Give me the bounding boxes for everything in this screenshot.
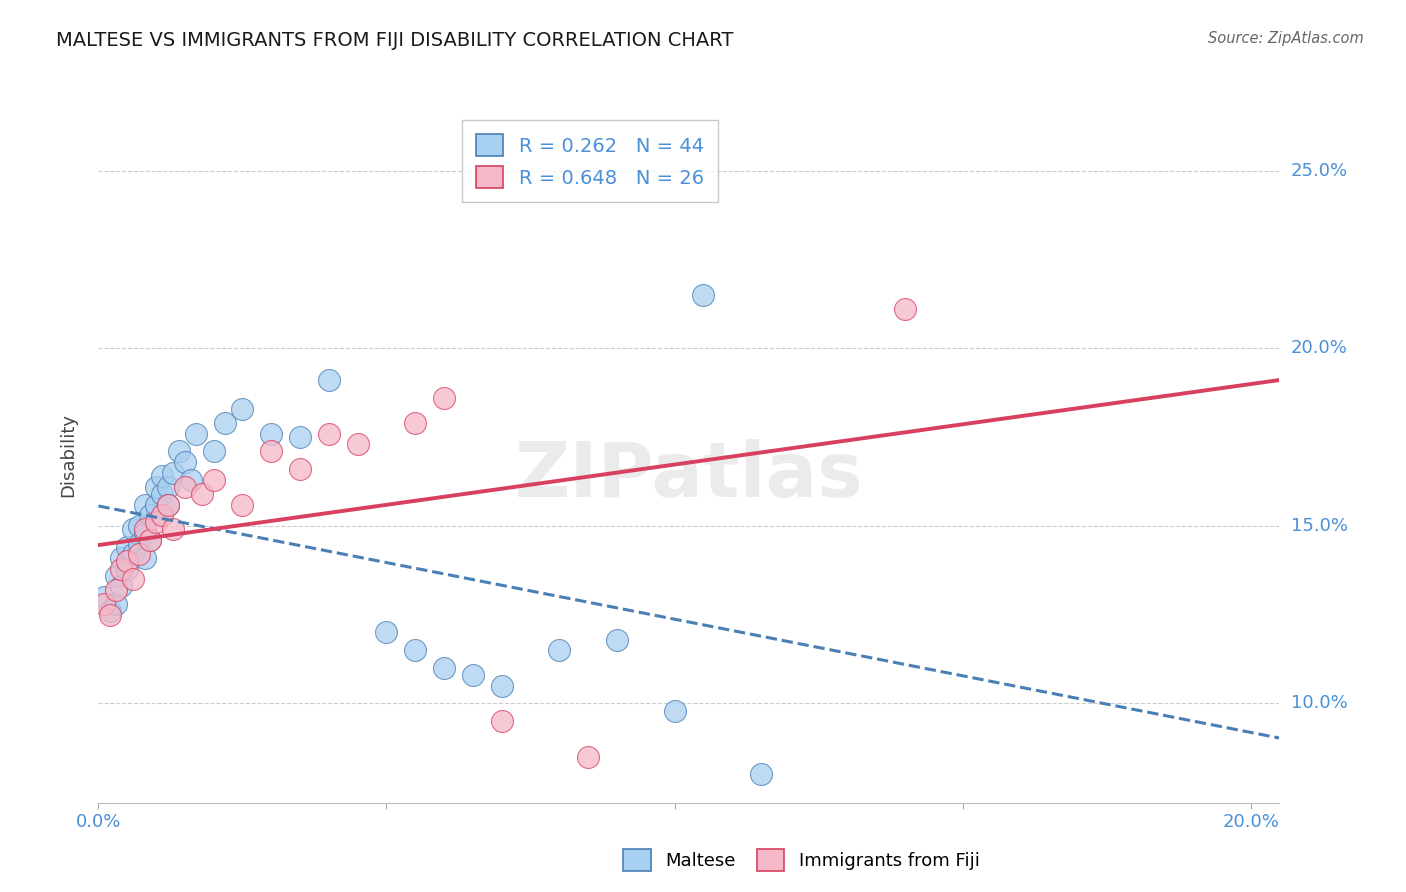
Point	[461, 668, 484, 682]
Point	[173, 455, 195, 469]
Point	[122, 523, 145, 537]
Point	[145, 516, 167, 530]
Point	[156, 498, 179, 512]
Point	[110, 579, 132, 593]
Point	[139, 533, 162, 548]
Point	[191, 487, 214, 501]
Point	[115, 561, 138, 575]
Point	[346, 437, 368, 451]
Point	[749, 767, 772, 781]
Text: 15.0%: 15.0%	[1291, 517, 1347, 535]
Point	[548, 643, 571, 657]
Point	[104, 597, 127, 611]
Point	[491, 714, 513, 728]
Point	[162, 523, 184, 537]
Point	[134, 550, 156, 565]
Point	[156, 498, 179, 512]
Point	[128, 519, 150, 533]
Y-axis label: Disability: Disability	[59, 413, 77, 497]
Point	[122, 547, 145, 561]
Point	[110, 561, 132, 575]
Point	[202, 444, 225, 458]
Point	[288, 462, 311, 476]
Point	[115, 540, 138, 554]
Point	[156, 480, 179, 494]
Point	[576, 749, 599, 764]
Point	[128, 547, 150, 561]
Point	[139, 508, 162, 523]
Point	[145, 480, 167, 494]
Point	[692, 288, 714, 302]
Point	[162, 466, 184, 480]
Point	[98, 604, 121, 618]
Point	[894, 302, 917, 317]
Point	[93, 590, 115, 604]
Point	[606, 632, 628, 647]
Point	[150, 469, 173, 483]
Point	[104, 568, 127, 582]
Point	[134, 526, 156, 541]
Point	[134, 498, 156, 512]
Point	[231, 498, 253, 512]
Point	[150, 508, 173, 523]
Text: MALTESE VS IMMIGRANTS FROM FIJI DISABILITY CORRELATION CHART: MALTESE VS IMMIGRANTS FROM FIJI DISABILI…	[56, 31, 734, 50]
Point	[404, 416, 426, 430]
Point	[231, 401, 253, 416]
Point	[93, 597, 115, 611]
Point	[110, 550, 132, 565]
Point	[180, 473, 202, 487]
Legend: Maltese, Immigrants from Fiji: Maltese, Immigrants from Fiji	[616, 842, 987, 879]
Point	[214, 416, 236, 430]
Point	[150, 487, 173, 501]
Text: 25.0%: 25.0%	[1291, 162, 1348, 180]
Point	[260, 444, 283, 458]
Point	[115, 554, 138, 568]
Text: Source: ZipAtlas.com: Source: ZipAtlas.com	[1208, 31, 1364, 46]
Point	[145, 498, 167, 512]
Point	[202, 473, 225, 487]
Point	[433, 661, 456, 675]
Point	[318, 426, 340, 441]
Point	[404, 643, 426, 657]
Point	[173, 480, 195, 494]
Point	[139, 533, 162, 548]
Point	[98, 607, 121, 622]
Text: 20.0%: 20.0%	[1291, 340, 1347, 358]
Point	[104, 582, 127, 597]
Point	[122, 572, 145, 586]
Point	[128, 536, 150, 550]
Point	[186, 426, 208, 441]
Text: 10.0%: 10.0%	[1291, 694, 1347, 713]
Legend: R = 0.262   N = 44, R = 0.648   N = 26: R = 0.262 N = 44, R = 0.648 N = 26	[463, 120, 717, 202]
Point	[134, 523, 156, 537]
Text: ZIPatlas: ZIPatlas	[515, 439, 863, 513]
Point	[288, 430, 311, 444]
Point	[491, 679, 513, 693]
Point	[375, 625, 398, 640]
Point	[433, 391, 456, 405]
Point	[664, 704, 686, 718]
Point	[318, 373, 340, 387]
Point	[167, 444, 190, 458]
Point	[260, 426, 283, 441]
